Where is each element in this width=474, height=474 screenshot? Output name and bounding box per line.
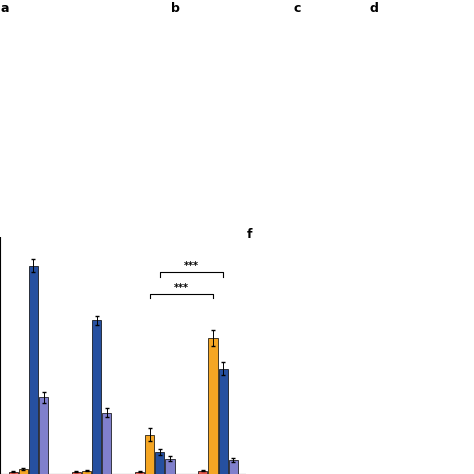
Text: d: d	[370, 2, 379, 15]
Bar	[209, 338, 218, 474]
Bar	[165, 459, 174, 474]
Bar	[82, 471, 91, 474]
Text: c: c	[294, 2, 301, 15]
Text: a: a	[0, 2, 9, 15]
Bar	[155, 452, 164, 474]
Text: ***: ***	[174, 283, 189, 293]
Bar	[72, 472, 81, 474]
Bar	[145, 435, 155, 474]
Text: f: f	[246, 228, 252, 240]
Bar	[92, 320, 101, 474]
Bar	[219, 369, 228, 474]
Text: b: b	[171, 2, 180, 15]
Bar	[228, 460, 238, 474]
Bar	[39, 397, 48, 474]
Bar	[198, 471, 208, 474]
Bar	[135, 472, 144, 474]
Bar	[9, 472, 18, 474]
Legend: Day 0, Day 4, Day 7, Day 14: Day 0, Day 4, Day 7, Day 14	[427, 241, 474, 287]
Bar	[29, 265, 38, 474]
Text: ***: ***	[184, 261, 199, 271]
Bar	[102, 412, 111, 474]
Bar	[19, 469, 28, 474]
